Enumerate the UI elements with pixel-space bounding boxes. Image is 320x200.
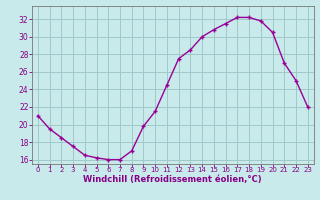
X-axis label: Windchill (Refroidissement éolien,°C): Windchill (Refroidissement éolien,°C)	[84, 175, 262, 184]
